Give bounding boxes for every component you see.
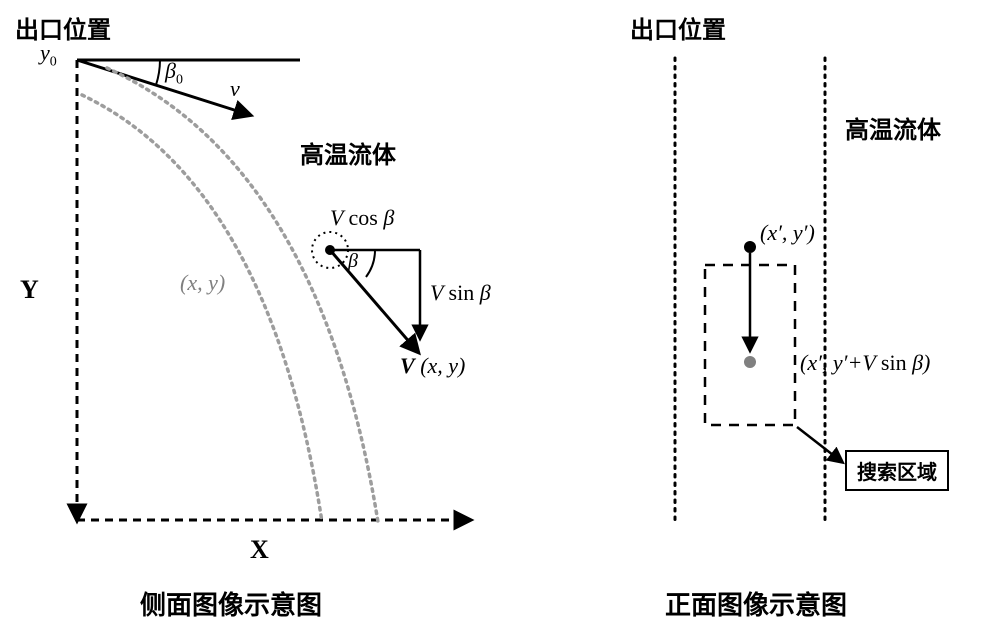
X-axis-label: X bbox=[250, 535, 269, 565]
beta-label: β bbox=[348, 250, 358, 273]
right-caption: 正面图像示意图 bbox=[665, 585, 847, 622]
Y-axis-label: Y bbox=[20, 275, 39, 305]
beta0-label: β0 bbox=[165, 58, 183, 88]
side-view-svg bbox=[0, 0, 580, 638]
left-fluid-label: 高温流体 bbox=[300, 135, 396, 170]
left-title: 出口位置 bbox=[15, 10, 111, 45]
right-fluid-label: 高温流体 bbox=[845, 110, 941, 145]
xy-vsin-label: (x′, y′+V sin β) bbox=[800, 350, 930, 376]
search-region-box: 搜索区域 bbox=[845, 450, 949, 491]
Vxy-label: V (x, y) bbox=[400, 353, 465, 379]
xy-prime-label: (x′, y′) bbox=[760, 220, 815, 246]
v-small-label: v bbox=[230, 76, 240, 102]
vcos-label: V cos β bbox=[330, 205, 394, 231]
vsin-label: V sin β bbox=[430, 280, 491, 306]
y0-label: y0 bbox=[40, 40, 57, 70]
left-caption: 侧面图像示意图 bbox=[140, 585, 322, 622]
front-view-diagram: 出口位置 高温流体 (x′, y′) (x′, y′+V sin β) 搜索区域… bbox=[580, 0, 1000, 638]
right-title: 出口位置 bbox=[630, 10, 726, 45]
front-view-svg bbox=[580, 0, 1000, 638]
side-view-diagram: 出口位置 y0 β0 v 高温流体 (x, y) V cos β β V sin… bbox=[0, 0, 580, 638]
xy-label: (x, y) bbox=[180, 270, 225, 296]
